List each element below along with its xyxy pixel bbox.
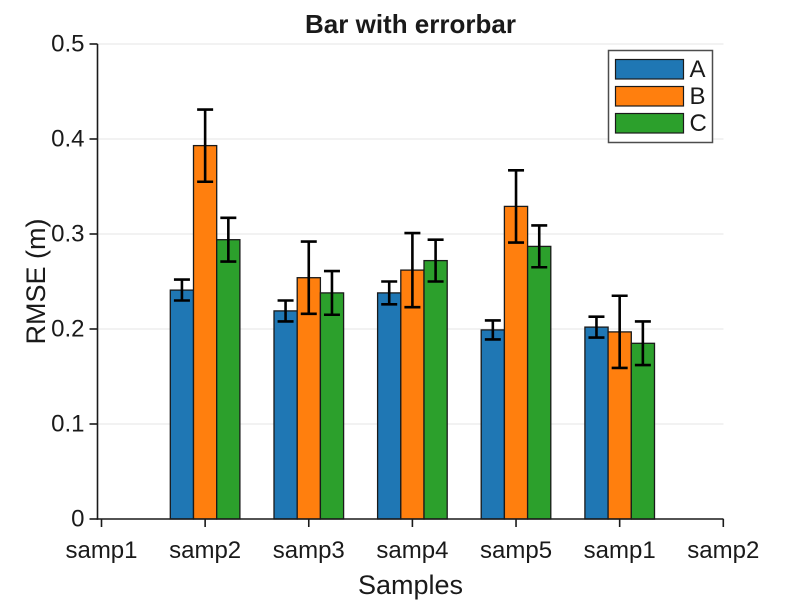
legend: ABC xyxy=(607,49,714,144)
error-bar xyxy=(508,169,525,244)
bar xyxy=(630,342,656,520)
y-tick-label: 0.5 xyxy=(51,31,84,58)
axes: 0 0.1 0.2 0.3 0.4 0.5 samp1 samp2 samp3 samp4 samp… xyxy=(51,31,759,565)
error-bar xyxy=(611,294,628,370)
bar xyxy=(584,326,609,520)
bar xyxy=(319,292,345,520)
x-tick-label: samp5 xyxy=(480,537,552,564)
x-tick-label: samp2 xyxy=(169,537,241,564)
error-bar xyxy=(634,320,651,367)
error-bar xyxy=(197,108,214,184)
error-bar xyxy=(381,280,398,306)
error-bars xyxy=(173,108,651,370)
error-bar xyxy=(484,319,501,341)
error-bar xyxy=(277,299,294,323)
x-tick-label: samp2 xyxy=(687,537,759,564)
y-tick-label: 0.3 xyxy=(51,221,84,248)
bar xyxy=(216,239,241,520)
y-axis-label: RMSE (m) xyxy=(21,219,51,345)
bar xyxy=(526,245,552,520)
x-tick-label: samp1 xyxy=(65,537,137,564)
y-tick-label: 0.1 xyxy=(51,411,84,438)
error-bar xyxy=(404,231,421,309)
bar xyxy=(480,329,506,520)
x-tick-label: samp4 xyxy=(376,537,448,564)
bar xyxy=(503,205,529,520)
bar-series-B xyxy=(192,144,632,520)
y-tick-label: 0 xyxy=(71,506,84,533)
legend-swatch-A xyxy=(614,58,685,80)
legend-swatch-C xyxy=(614,112,685,134)
error-bar xyxy=(323,269,340,317)
bar xyxy=(376,292,402,520)
legend-label-B: B xyxy=(690,83,706,110)
x-tick-label: samp3 xyxy=(273,537,345,564)
legend-label-C: C xyxy=(690,110,707,137)
legend-swatch-B xyxy=(614,85,685,107)
error-bar xyxy=(220,216,237,263)
chart-title: Bar with errorbar xyxy=(305,9,516,39)
bar xyxy=(192,144,218,520)
bar-series-C xyxy=(216,239,656,520)
y-tick-label: 0.2 xyxy=(51,316,84,343)
bar xyxy=(423,259,448,520)
x-axis-label: Samples xyxy=(358,570,463,600)
error-bar xyxy=(427,238,444,283)
bar xyxy=(169,289,195,520)
error-bar xyxy=(588,315,605,339)
legend-label-A: A xyxy=(690,56,706,83)
bar xyxy=(273,310,298,520)
error-bar xyxy=(173,278,190,302)
error-bar xyxy=(300,240,317,316)
error-bar xyxy=(531,224,548,269)
y-tick-label: 0.4 xyxy=(51,126,84,153)
x-tick-label: samp1 xyxy=(584,537,656,564)
